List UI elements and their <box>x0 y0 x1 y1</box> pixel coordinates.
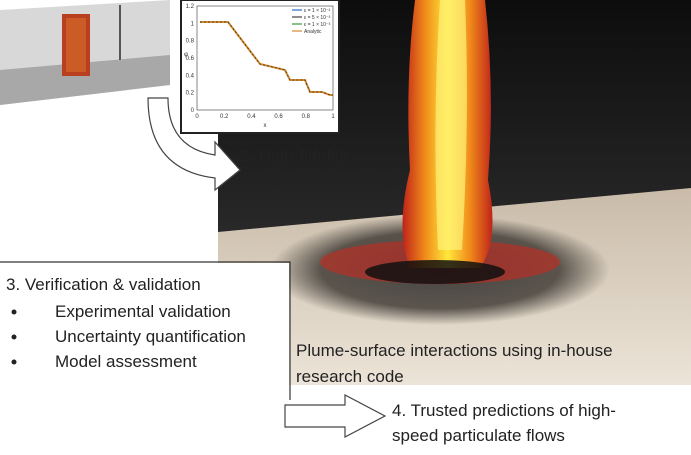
step-4: 4. Trusted predictions of high- <box>392 401 616 420</box>
bullet-dot <box>12 310 17 315</box>
legend-entry: Analytic <box>304 29 322 35</box>
caption: Plume-surface interactions using in-hous… <box>296 341 613 360</box>
figure: 00.20.40.60.8100.20.40.60.811.2xφε = 1 ×… <box>0 0 691 455</box>
step-2: 2. High-fidelity <box>240 146 348 165</box>
y-tick-label: 0.4 <box>186 73 195 79</box>
bullet-dot <box>12 360 17 365</box>
bullet-dot <box>12 335 17 340</box>
arrow <box>285 395 385 437</box>
y-tick-label: 0.8 <box>186 39 195 45</box>
domain-image <box>0 0 170 105</box>
x-axis-label: x <box>264 123 267 129</box>
step-2: multiphase modeling <box>240 169 396 188</box>
x-tick-label: 0.6 <box>274 114 283 120</box>
x-tick-label: 0.4 <box>247 114 256 120</box>
x-tick-label: 0.2 <box>220 114 229 120</box>
caption: research code <box>296 367 404 386</box>
step-4: speed particulate flows <box>392 426 565 445</box>
y-axis-label: φ <box>184 52 188 58</box>
legend-entry: ε = 1 × 10⁻³ <box>304 22 331 28</box>
y-tick-label: 1.2 <box>186 4 195 10</box>
step-3-title: 3. Verification & validation <box>6 275 201 294</box>
y-tick-label: 0.2 <box>186 91 195 97</box>
bullet: Experimental validation <box>55 302 231 321</box>
x-tick-label: 0.8 <box>302 114 311 120</box>
bullet: Model assessment <box>55 352 197 371</box>
legend-entry: ε = 1 × 10⁻² <box>304 8 331 14</box>
bullet: Uncertainty quantification <box>55 327 246 346</box>
legend-entry: ε = 5 × 10⁻³ <box>304 15 331 21</box>
